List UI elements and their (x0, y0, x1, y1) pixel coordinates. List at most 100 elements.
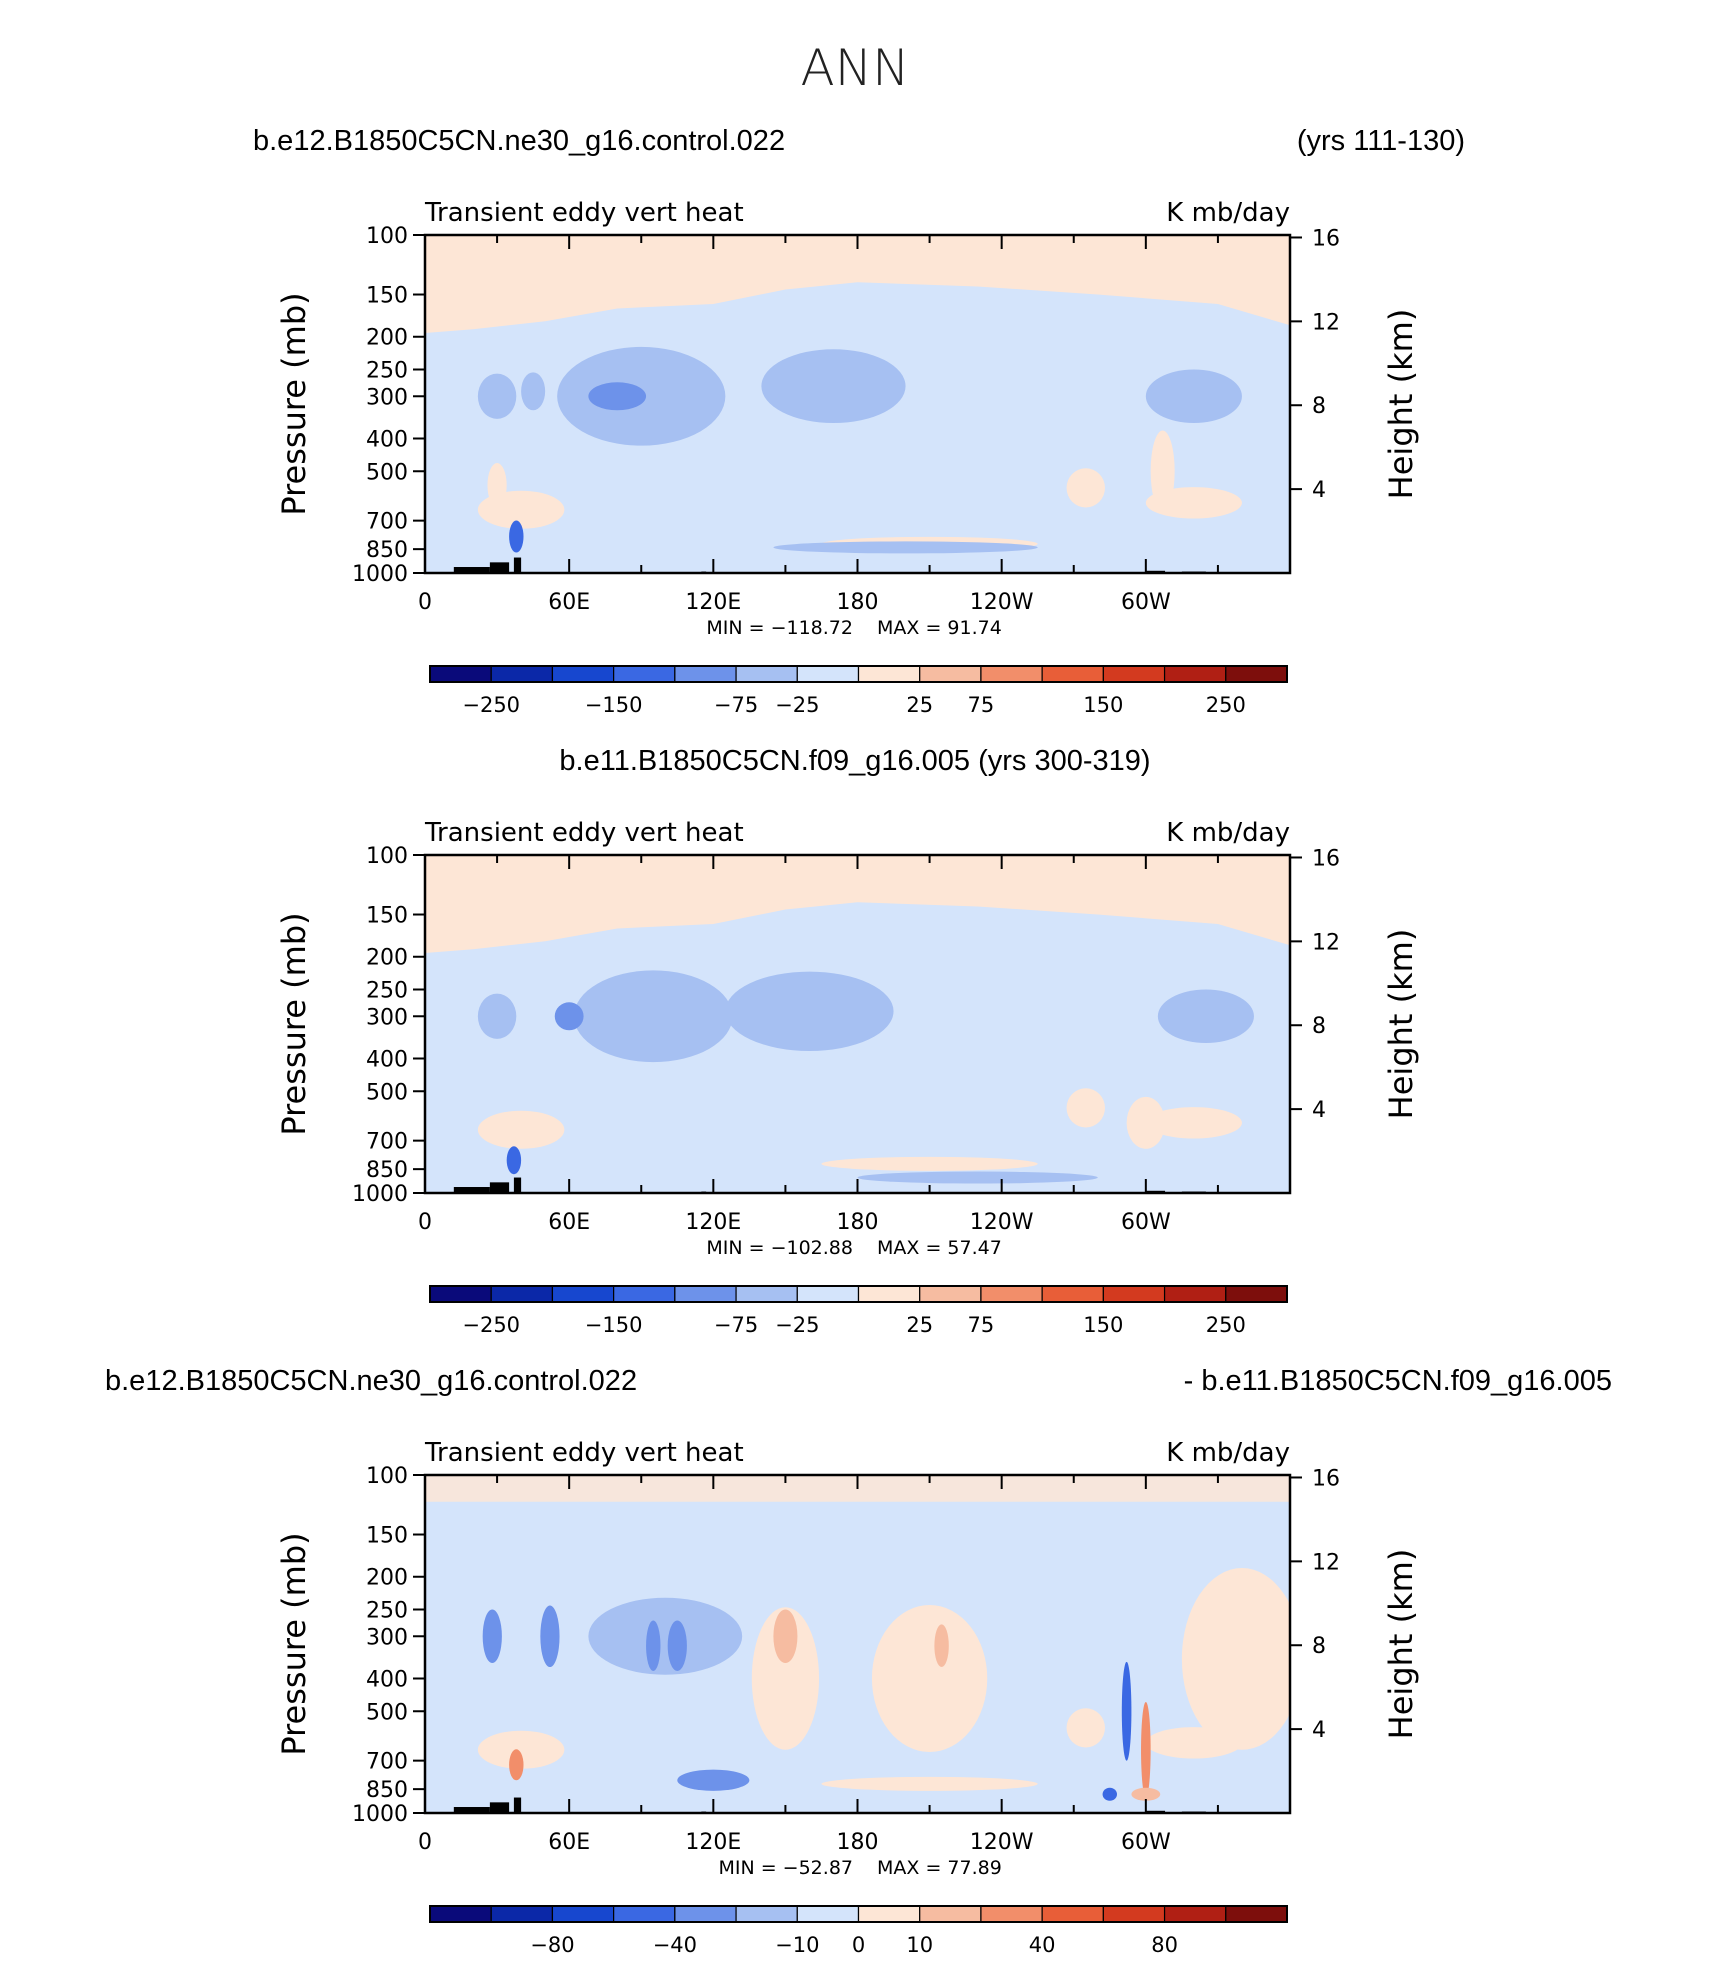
x-tick-label: 0 (418, 590, 432, 615)
field-blob (573, 970, 733, 1063)
colorbar-cell (735, 665, 798, 683)
field-blob (1131, 1787, 1161, 1801)
max-label: MAX = 77.89 (877, 1857, 1002, 1879)
y-tick-label: 400 (366, 1047, 408, 1072)
colorbar-cell (735, 1285, 798, 1303)
y-tick-label: 100 (366, 844, 408, 869)
colorbar-label: 75 (968, 693, 995, 717)
field-blob (1121, 1661, 1132, 1761)
y-right-tick-label: 4 (1312, 1718, 1326, 1743)
x-tick-label: 60E (548, 1210, 590, 1235)
y-tick-label: 850 (366, 1158, 408, 1183)
colorbar-cell (613, 1905, 676, 1923)
y-tick-label: 250 (366, 1599, 408, 1624)
field-blob (509, 1749, 524, 1781)
x-tick-label: 60W (1121, 590, 1171, 615)
field-blob (1150, 430, 1175, 513)
x-tick-label: 60W (1121, 1830, 1171, 1855)
colorbar-cell (1225, 1905, 1288, 1923)
field-blob (761, 349, 906, 424)
y-tick-label: 700 (366, 1130, 408, 1155)
y-tick-label: 150 (366, 1524, 408, 1549)
panel-2: b.e11.B1850C5CN.f09_g16.005 (yrs 300-319… (275, 745, 1420, 1337)
topography (513, 1797, 522, 1813)
colorbar-label: −75 (714, 1313, 758, 1337)
colorbar-cell (1225, 665, 1288, 683)
y-right-tick-label: 8 (1312, 1634, 1326, 1659)
colorbar-label: 150 (1083, 1313, 1123, 1337)
contour-field (425, 235, 1290, 573)
colorbar-cell (490, 1285, 554, 1303)
colorbar-cell (1163, 665, 1227, 683)
field-blob (1102, 1787, 1117, 1801)
colorbar-cell (551, 1285, 615, 1303)
y-tick-label: 500 (366, 1700, 408, 1725)
topography (453, 1807, 490, 1813)
field-blob (677, 1769, 750, 1791)
y-tick-label: 250 (366, 979, 408, 1004)
y-tick-label: 300 (366, 385, 408, 410)
y-right-tick-label: 12 (1312, 1550, 1340, 1575)
y-right-axis-label: Height (km) (1382, 309, 1420, 500)
x-tick-label: 120W (970, 1210, 1034, 1235)
field-patch (1066, 1088, 1105, 1128)
colorbar-cell (919, 1905, 982, 1923)
y-tick-label: 200 (366, 946, 408, 971)
field-blob (751, 1607, 820, 1750)
topography (513, 1177, 522, 1193)
panel-subtitle-left: Transient eddy vert heat (424, 818, 744, 848)
field-blob (506, 1146, 522, 1175)
colorbar-label: −25 (775, 693, 819, 717)
colorbar-cell (980, 1905, 1043, 1923)
y-tick-label: 400 (366, 427, 408, 452)
colorbar-label: −250 (462, 693, 520, 717)
colorbar-cell (1163, 1285, 1227, 1303)
field-blob (1181, 1568, 1290, 1750)
panel-subtitle-right: K mb/day (1166, 1438, 1290, 1468)
y-tick-label: 1000 (352, 562, 408, 587)
colorbar-label: 10 (906, 1933, 933, 1957)
y-right-tick-label: 16 (1312, 1466, 1340, 1491)
colorbar-cell (919, 665, 982, 683)
colorbar-cell (1041, 665, 1104, 683)
x-tick-label: 120E (685, 590, 741, 615)
y-tick-label: 700 (366, 510, 408, 535)
field-blob (725, 971, 894, 1051)
panel-center-title: b.e11.B1850C5CN.f09_g16.005 (yrs 300-319… (559, 745, 1150, 777)
field-patch (821, 1776, 1038, 1791)
field-patch (477, 1110, 565, 1149)
field-blob (667, 1620, 687, 1671)
colorbar-cell (919, 1285, 982, 1303)
colorbar-cell (796, 665, 860, 683)
y-axis-label: Pressure (mb) (275, 292, 313, 515)
panel-subtitle-right: K mb/day (1166, 198, 1290, 228)
panel-right-title: - b.e11.B1850C5CN.f09_g16.005 (1184, 1365, 1612, 1397)
y-tick-label: 100 (366, 224, 408, 249)
colorbar-label: −80 (530, 1933, 574, 1957)
y-tick-label: 700 (366, 1750, 408, 1775)
topography (489, 1182, 510, 1193)
field-patch (1066, 468, 1105, 508)
max-label: MAX = 57.47 (877, 1237, 1002, 1259)
colorbar-cell (551, 665, 615, 683)
field-blob (773, 541, 1038, 554)
field-blob (487, 462, 507, 508)
field-blob (509, 520, 524, 553)
y-tick-label: 1000 (352, 1182, 408, 1207)
x-tick-label: 120W (970, 590, 1034, 615)
field-blob (1141, 1701, 1151, 1798)
x-tick-label: 0 (418, 1830, 432, 1855)
colorbar-label: −75 (714, 693, 758, 717)
colorbar-label: 25 (906, 1313, 933, 1337)
colorbar-cell (735, 1905, 798, 1923)
x-tick-label: 180 (837, 1830, 879, 1855)
colorbar-label: 150 (1083, 693, 1123, 717)
colorbar-label: −10 (775, 1933, 819, 1957)
field-patch (477, 1730, 565, 1769)
colorbar-cell (1163, 1905, 1227, 1923)
x-tick-label: 0 (418, 1210, 432, 1235)
colorbar-cell (857, 1285, 921, 1303)
panel-subtitle-left: Transient eddy vert heat (424, 198, 744, 228)
field-blob (477, 373, 517, 419)
